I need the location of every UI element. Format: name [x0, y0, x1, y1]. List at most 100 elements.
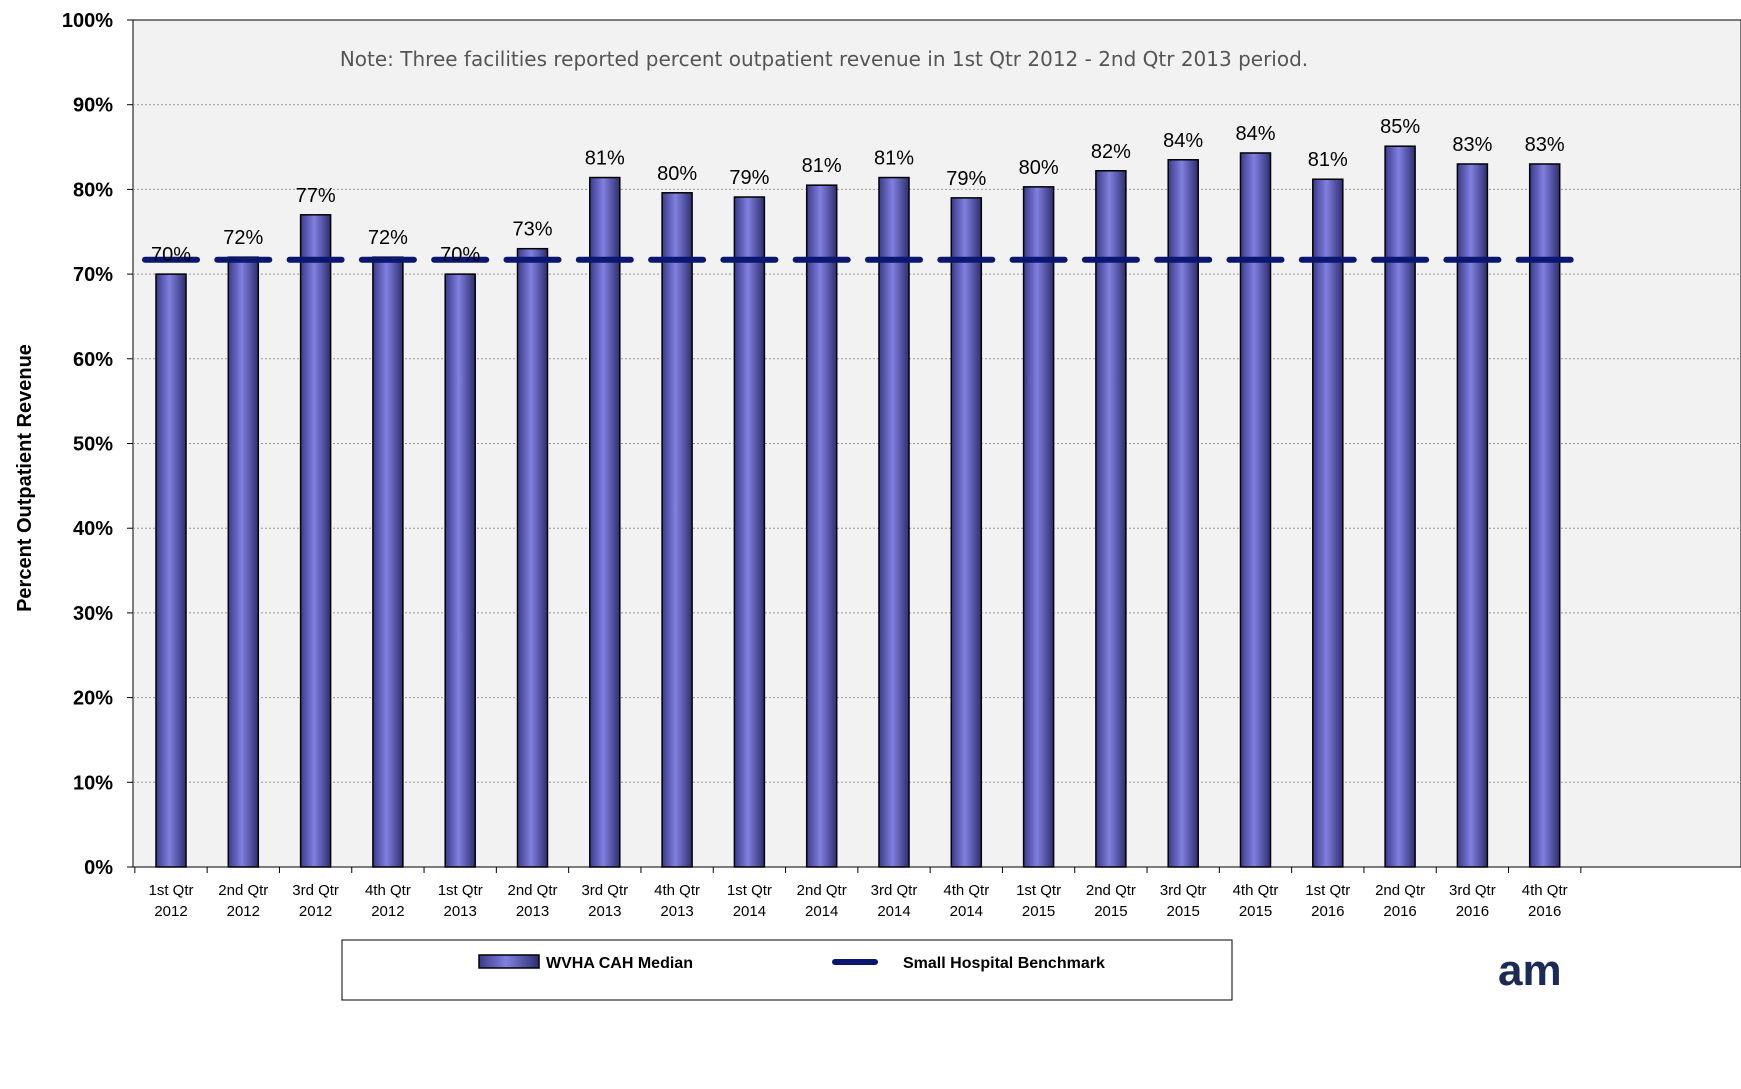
x-tick-label: 3rd Qtr [1160, 882, 1207, 899]
y-tick-label: 90% [73, 95, 113, 117]
y-tick-label: 30% [73, 603, 113, 625]
bar [1384, 145, 1416, 868]
bar [1312, 178, 1344, 868]
y-tick-label: 80% [73, 179, 113, 201]
chart-note: Note: Three facilities reported percent … [340, 47, 1308, 71]
x-tick-label: 1st Qtr [1305, 882, 1350, 899]
legend-label: Small Hospital Benchmark [903, 955, 1105, 972]
data-label: 81% [1308, 149, 1348, 171]
bar [372, 256, 404, 868]
bar [516, 247, 549, 868]
legend-box [341, 939, 1233, 1001]
x-tick-label: 2014 [877, 903, 910, 920]
data-label: 73% [512, 219, 552, 241]
bar [299, 214, 332, 868]
bar [1239, 152, 1272, 868]
x-tick-label: 2015 [1239, 903, 1272, 920]
x-tick-label: 2015 [1094, 903, 1127, 920]
y-axis: 0% 10% 20% 30% 40% 50% 60% 70% 80% 90% 100% [62, 10, 133, 879]
x-tick-label: 2012 [227, 903, 260, 920]
x-tick-label: 4th Qtr [654, 882, 700, 899]
x-tick-label: 3rd Qtr [581, 882, 628, 899]
legend: WVHA CAH Median Small Hospital Benchmark [341, 939, 1233, 1001]
x-tick-label: 2012 [299, 903, 332, 920]
x-tick-label: 2015 [1167, 903, 1200, 920]
y-tick-label: 40% [73, 518, 113, 540]
data-label: 79% [729, 167, 769, 189]
y-tick-label: 70% [73, 264, 113, 286]
bar [1022, 186, 1055, 868]
x-tick-label: 2nd Qtr [797, 882, 847, 899]
x-tick-label: 4th Qtr [943, 882, 989, 899]
data-label: 85% [1380, 116, 1420, 138]
data-label: 83% [1452, 134, 1492, 156]
bar [155, 273, 187, 868]
x-tick-label: 2nd Qtr [1375, 882, 1425, 899]
data-label: 80% [1019, 157, 1059, 179]
data-label: 70% [151, 244, 191, 266]
y-tick-label: 0% [84, 857, 113, 879]
x-tick-label: 2012 [154, 903, 187, 920]
x-tick-label: 2nd Qtr [507, 882, 557, 899]
x-tick-label: 3rd Qtr [871, 882, 918, 899]
y-tick-label: 10% [73, 772, 113, 794]
bar [661, 192, 693, 868]
data-label: 84% [1163, 130, 1203, 152]
bar [878, 176, 910, 868]
data-label: 82% [1091, 141, 1131, 163]
x-tick-label: 2016 [1456, 903, 1489, 920]
x-tick-label: 2013 [516, 903, 549, 920]
bar [950, 197, 983, 868]
bar [1456, 163, 1489, 868]
data-label: 83% [1525, 134, 1565, 156]
x-tick-label: 4th Qtr [1233, 882, 1279, 899]
x-tick-label: 2013 [660, 903, 693, 920]
x-tick-label: 2014 [950, 903, 983, 920]
y-tick-label: 100% [62, 10, 113, 32]
y-tick-label: 50% [73, 434, 113, 456]
x-tick-label: 2014 [733, 903, 766, 920]
data-label: 81% [585, 148, 625, 170]
bar [227, 256, 260, 868]
data-label: 77% [296, 185, 336, 207]
bar [1528, 163, 1561, 868]
x-tick-label: 2016 [1311, 903, 1344, 920]
bar [589, 176, 621, 868]
bar [444, 273, 476, 868]
bar [1095, 170, 1127, 868]
bar [1167, 159, 1199, 868]
x-tick-label: 2012 [371, 903, 404, 920]
x-tick-label: 3rd Qtr [1449, 882, 1496, 899]
legend-swatch-bar [478, 954, 540, 969]
y-tick-label: 20% [73, 688, 113, 710]
x-tick-label: 1st Qtr [148, 882, 193, 899]
bar [805, 184, 838, 868]
data-label: 81% [874, 148, 914, 170]
data-label: 80% [657, 163, 697, 185]
x-tick-label: 1st Qtr [438, 882, 483, 899]
data-label: 79% [946, 168, 986, 190]
x-tick-label: 1st Qtr [727, 882, 772, 899]
data-labels: 70% 72% 77% 72% 70% 73% 81% 80% 79% 81% 81% 79% 80% 8… [151, 116, 1565, 266]
x-tick-label: 2016 [1528, 903, 1561, 920]
data-label: 72% [223, 227, 263, 249]
x-tick-label: 2015 [1022, 903, 1055, 920]
x-tick-label: 2013 [588, 903, 621, 920]
x-tick-label: 2016 [1383, 903, 1416, 920]
x-tick-label: 4th Qtr [365, 882, 411, 899]
x-axis: 1st Qtr 2012 2nd Qtr 2012 3rd Qtr 2012 4th Qtr… [134, 867, 1582, 920]
data-label: 70% [440, 244, 480, 266]
x-tick-label: 2nd Qtr [1086, 882, 1136, 899]
bar [733, 196, 766, 868]
x-tick-label: 2nd Qtr [218, 882, 268, 899]
y-tick-label: 60% [73, 349, 113, 371]
x-tick-label: 4th Qtr [1522, 882, 1568, 899]
y-axis-title: Percent Outpatient Revenue [14, 344, 36, 612]
x-tick-label: 1st Qtr [1016, 882, 1061, 899]
x-tick-label: 3rd Qtr [292, 882, 339, 899]
legend-label: WVHA CAH Median [546, 955, 693, 972]
logo: am [1498, 946, 1562, 995]
x-tick-label: 2013 [444, 903, 477, 920]
data-label: 72% [368, 227, 408, 249]
